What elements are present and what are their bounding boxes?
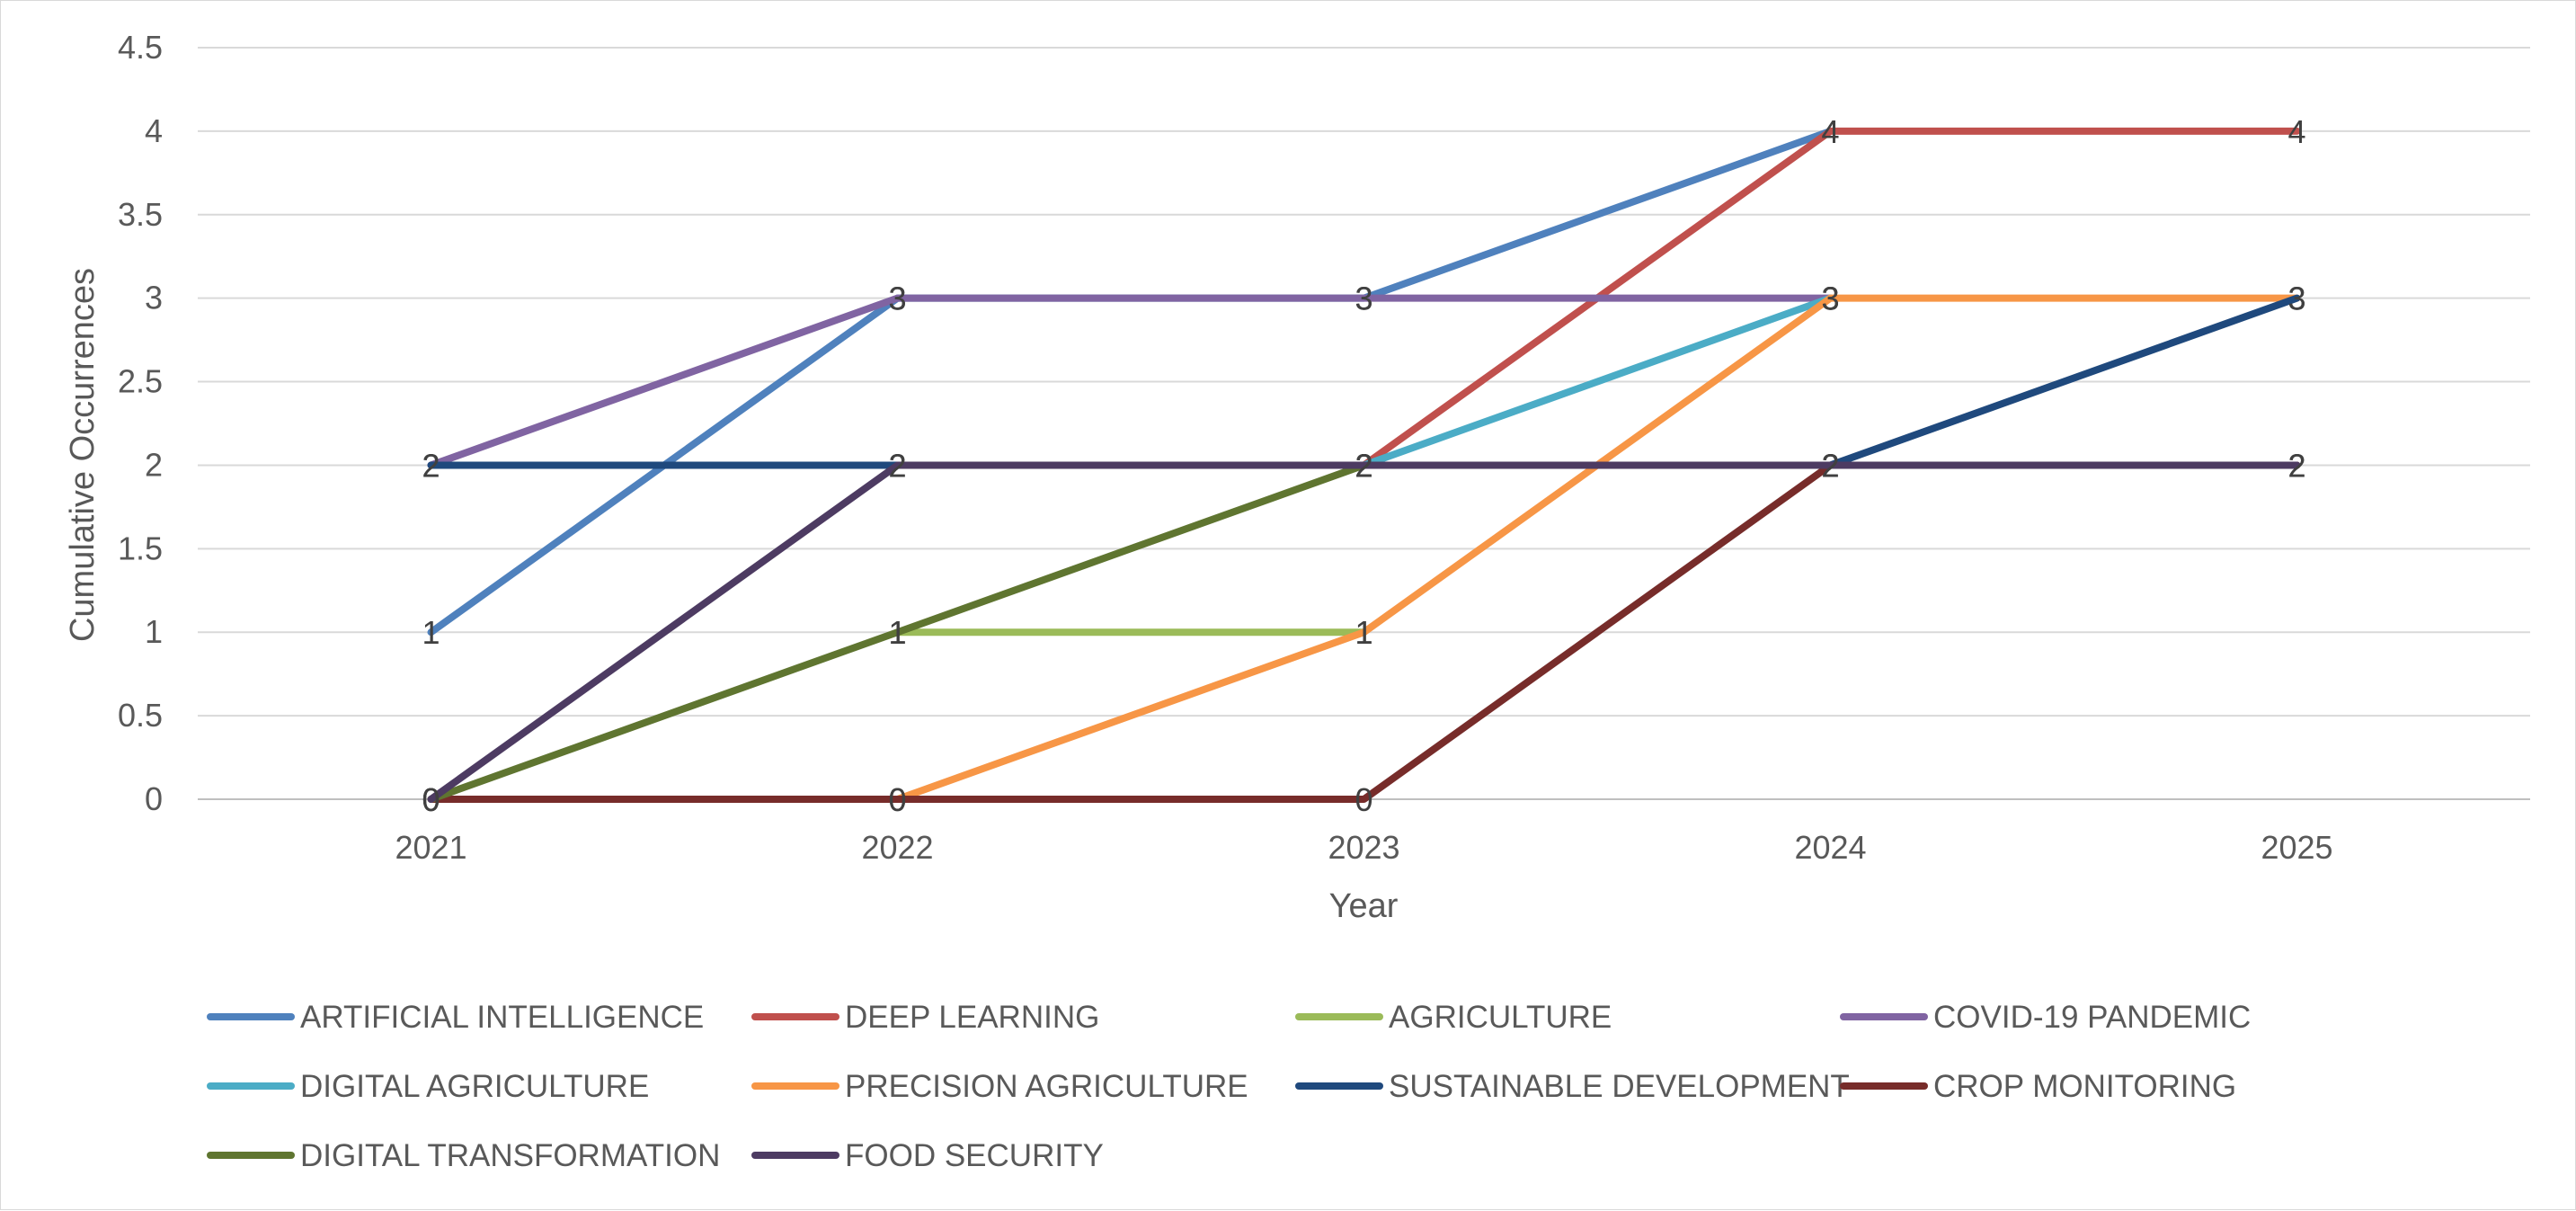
data-label: 0	[422, 781, 440, 818]
series-line	[427, 294, 1834, 469]
y-tick-label: 1.5	[118, 530, 163, 566]
data-label: 0	[422, 781, 440, 818]
series-line	[1360, 127, 2301, 469]
legend-label: FOOD SECURITY	[845, 1138, 1104, 1173]
y-tick-label: 2	[145, 446, 163, 483]
data-label: 1	[422, 614, 440, 651]
series-line	[427, 461, 1368, 803]
series-line	[427, 461, 2301, 803]
data-label: 4	[2287, 113, 2305, 150]
data-label: 3	[2287, 280, 2305, 317]
data-label: 2	[888, 447, 906, 484]
x-tick-label: 2022	[861, 829, 933, 866]
data-label: 2	[2287, 447, 2305, 484]
y-axis-ticks: 0 0.5 1 1.5 2 2.5 3 3.5 4 4.5	[118, 29, 163, 817]
legend-label: CROP MONITORING	[1933, 1069, 2236, 1104]
y-tick-label: 1	[145, 613, 163, 650]
y-tick-label: 2.5	[118, 363, 163, 400]
data-label: 2	[1355, 447, 1372, 484]
legend-label: DIGITAL TRANSFORMATION	[300, 1138, 720, 1173]
series-line	[1360, 294, 1834, 469]
y-tick-label: 4.5	[118, 29, 163, 66]
data-label: 4	[1821, 113, 1839, 150]
data-label: 3	[1355, 280, 1372, 317]
data-label: 2	[1355, 447, 1372, 484]
data-label: 2	[1821, 447, 1839, 484]
data-label: 3	[888, 280, 906, 317]
data-label: 0	[422, 781, 440, 818]
y-tick-label: 0	[145, 780, 163, 817]
legend-label: AGRICULTURE	[1389, 1000, 1612, 1035]
y-tick-label: 3	[145, 280, 163, 316]
y-tick-label: 0.5	[118, 697, 163, 734]
y-tick-label: 4	[145, 112, 163, 149]
data-label: 3	[2287, 280, 2305, 317]
data-label: 2	[1821, 447, 1839, 484]
legend-label: DEEP LEARNING	[845, 1000, 1099, 1035]
data-label: 2	[1355, 447, 1372, 484]
data-label: 3	[1821, 280, 1839, 317]
data-label: 3	[888, 280, 906, 317]
legend-label: PRECISION AGRICULTURE	[845, 1069, 1248, 1104]
x-axis-title: Year	[1329, 887, 1399, 925]
data-label: 2	[2287, 447, 2305, 484]
legend-label: COVID-19 PANDEMIC	[1933, 1000, 2251, 1035]
legend-label: SUSTAINABLE DEVELOPMENT	[1389, 1069, 1850, 1104]
data-label: 2	[888, 447, 906, 484]
data-label: 0	[888, 781, 906, 818]
data-label: 3	[1355, 280, 1372, 317]
legend-label: ARTIFICIAL INTELLIGENCE	[300, 1000, 704, 1035]
x-tick-label: 2021	[395, 829, 466, 866]
data-label: 4	[1821, 113, 1839, 150]
data-label: 2	[1355, 447, 1372, 484]
data-label: 2	[1355, 447, 1372, 484]
x-tick-label: 2025	[2261, 829, 2332, 866]
x-axis-ticks: 2021 2022 2023 2024 2025	[395, 829, 2332, 866]
y-axis-title: Cumulative Occurrences	[64, 268, 102, 642]
data-label: 3	[1821, 280, 1839, 317]
x-tick-label: 2024	[1794, 829, 1866, 866]
data-label: 2	[422, 447, 440, 484]
data-label: 1	[1355, 614, 1372, 651]
series-lines	[427, 127, 2301, 803]
data-label: 1	[888, 614, 906, 651]
y-tick-label: 3.5	[118, 196, 163, 233]
data-label: 1	[888, 614, 906, 651]
data-label: 2	[422, 447, 440, 484]
x-tick-label: 2023	[1328, 829, 1399, 866]
data-label: 0	[888, 781, 906, 818]
data-label: 2	[1821, 447, 1839, 484]
data-label: 3	[1821, 280, 1839, 317]
legend-label: DIGITAL AGRICULTURE	[300, 1069, 649, 1104]
legend: ARTIFICIAL INTELLIGENCE DEEP LEARNING AGRI…	[207, 1000, 2251, 1173]
data-label: 1	[1355, 614, 1372, 651]
data-label: 0	[1355, 781, 1372, 818]
